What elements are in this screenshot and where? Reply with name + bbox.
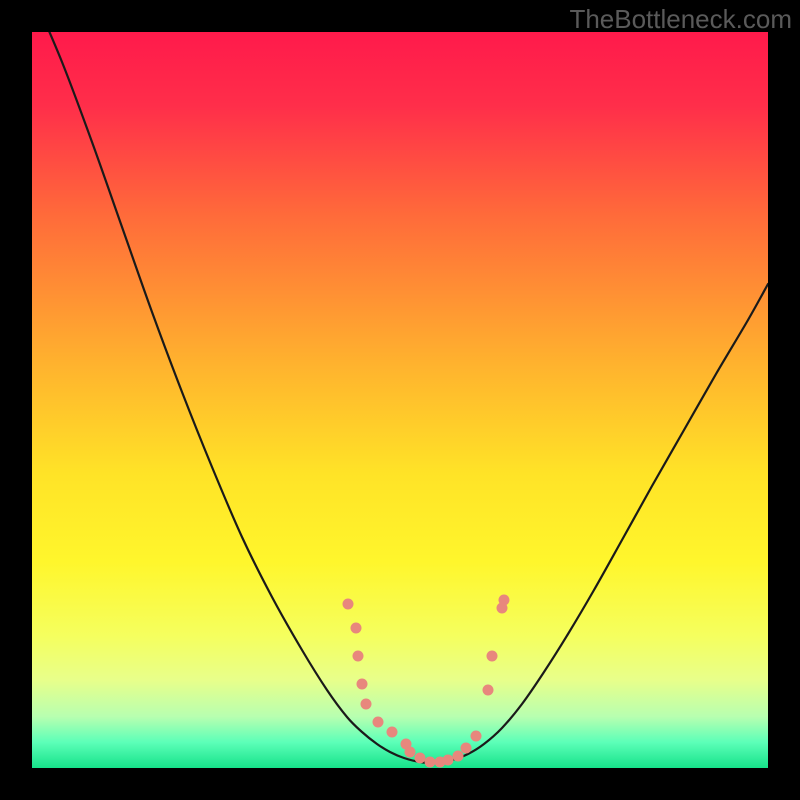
scatter-point (461, 743, 472, 754)
scatter-point (361, 699, 372, 710)
scatter-point (487, 651, 498, 662)
bottleneck-curve (32, 32, 768, 763)
watermark-text: TheBottleneck.com (569, 4, 792, 35)
scatter-point (353, 651, 364, 662)
chart-overlay (32, 32, 768, 768)
scatter-point (405, 747, 416, 758)
scatter-points (343, 595, 510, 768)
scatter-point (351, 623, 362, 634)
scatter-point (499, 595, 510, 606)
scatter-point (425, 757, 436, 768)
scatter-point (443, 755, 454, 766)
scatter-point (343, 599, 354, 610)
scatter-point (387, 727, 398, 738)
scatter-point (357, 679, 368, 690)
scatter-point (483, 685, 494, 696)
plot-area (32, 32, 768, 768)
scatter-point (453, 751, 464, 762)
scatter-point (471, 731, 482, 742)
scatter-point (373, 717, 384, 728)
scatter-point (415, 753, 426, 764)
